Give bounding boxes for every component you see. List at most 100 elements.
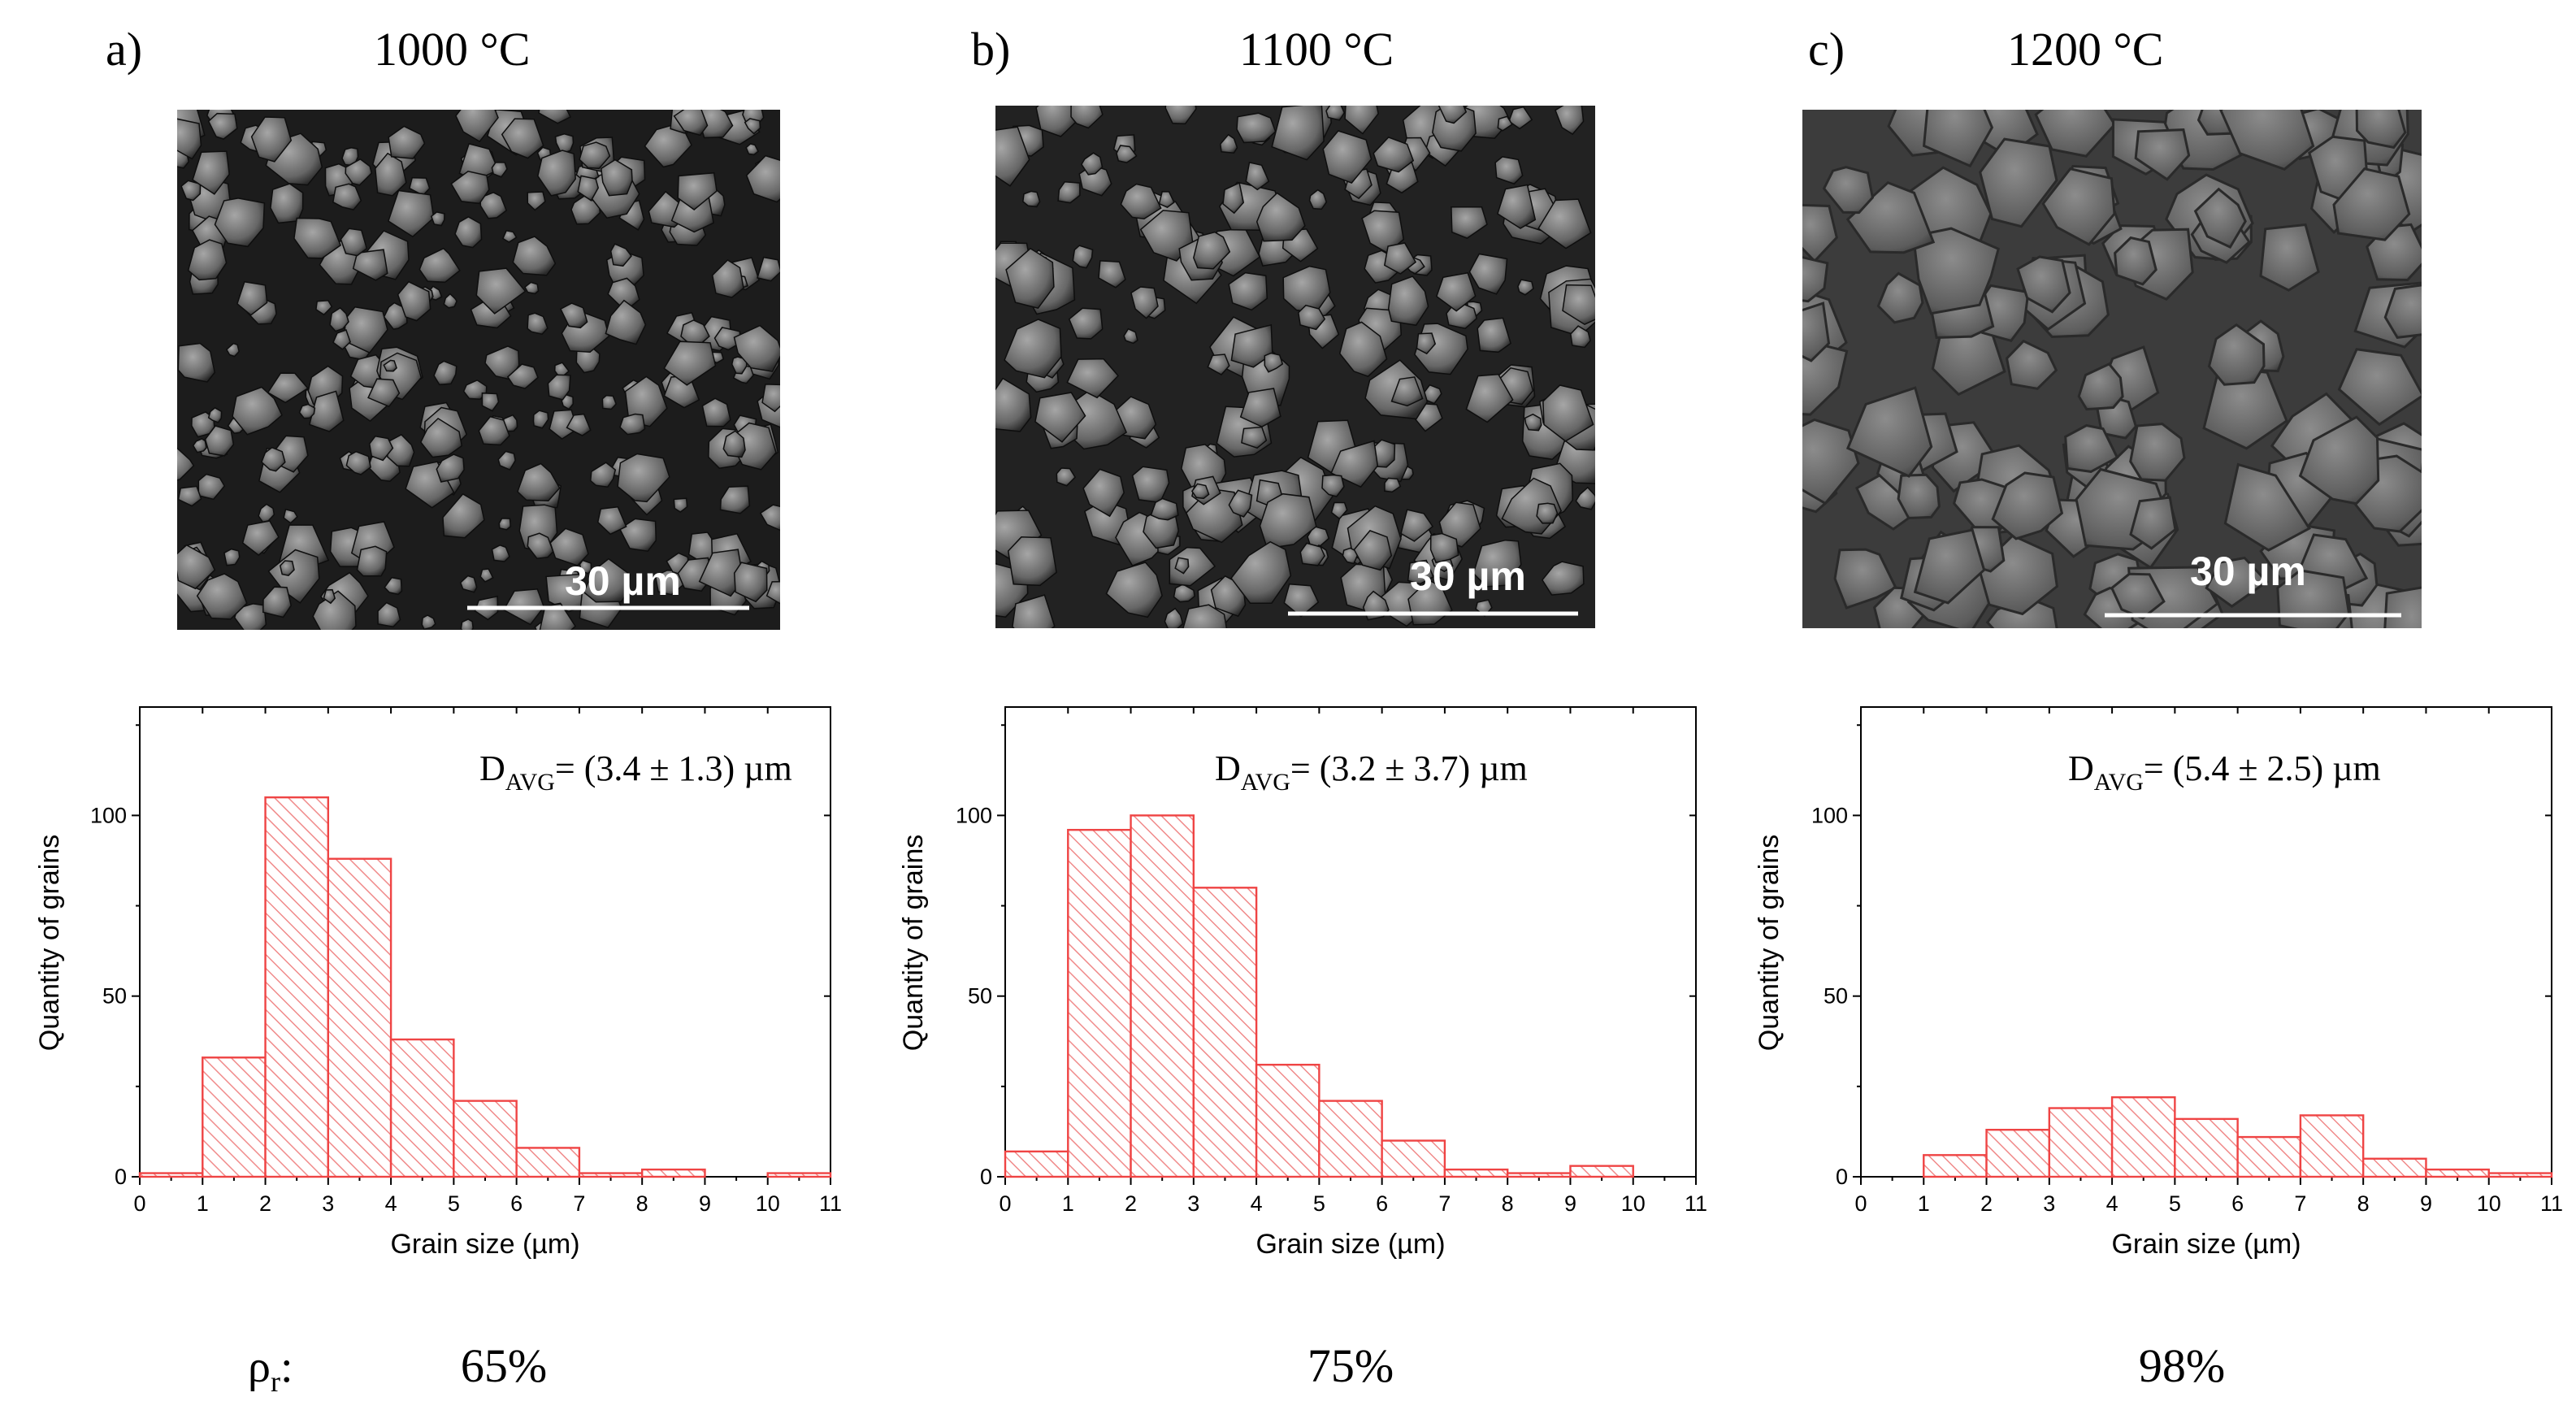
sem-grain: [2034, 110, 2117, 158]
panel-letter-a: a): [106, 23, 142, 76]
sem-grain: [2129, 423, 2186, 482]
sem-grain: [596, 505, 627, 536]
sem-grain: [1555, 106, 1585, 136]
sem-grain: [711, 259, 744, 298]
x-tick-label-a-8: 8: [636, 1191, 648, 1216]
bar-c-8: [2425, 1168, 2490, 1178]
sem-grain: [501, 229, 518, 243]
sem-grain: [673, 497, 688, 514]
sem-grain: [177, 485, 202, 507]
y-tick-label-a-2: 100: [90, 803, 127, 827]
y-tick-label-a-1: 50: [102, 984, 127, 1009]
bar-b-4: [1255, 1063, 1321, 1178]
sem-grain: [1438, 501, 1481, 548]
x-tick-label-b-11: 11: [1685, 1191, 1707, 1216]
bar-c-2: [2048, 1107, 2114, 1178]
sem-grain: [232, 386, 283, 436]
sem-grain: [1105, 562, 1163, 618]
sem-grain: [498, 518, 512, 531]
sem-grain: [1004, 319, 1062, 379]
sem-grain: [1537, 198, 1592, 249]
sem-grain: [436, 453, 465, 483]
sem-grain: [538, 110, 572, 124]
sem-grain: [1373, 137, 1415, 173]
x-tick-label-c-9: 9: [2420, 1191, 2432, 1216]
sem-grain: [241, 520, 280, 557]
sem-grain: [298, 403, 316, 419]
sem-grain: [1524, 413, 1542, 432]
sem-grain: [1325, 106, 1346, 121]
panel-letter-b: b): [971, 23, 1010, 76]
sem-grain: [1116, 145, 1138, 163]
sem-grain: [1228, 271, 1268, 311]
sem-grain: [1150, 497, 1179, 521]
sem-grain: [1802, 256, 1829, 303]
x-tick-label-c-11: 11: [2540, 1191, 2563, 1216]
sem-grain: [352, 249, 388, 281]
sem-grain: [722, 430, 746, 458]
sem-grain: [497, 450, 516, 471]
sem-grain: [2223, 462, 2311, 552]
sem-grain: [2337, 348, 2422, 427]
sem-grain: [1123, 328, 1138, 345]
y-tick-label-b-0: 0: [980, 1165, 992, 1189]
sem-grain: [340, 228, 368, 257]
sem-grain: [761, 384, 780, 413]
bar-c-0: [1923, 1154, 1988, 1178]
sem-grain: [261, 446, 286, 472]
x-tick-label-c-3: 3: [2043, 1191, 2055, 1216]
x-tick-label-b-7: 7: [1438, 1191, 1451, 1216]
sem-grain: [388, 125, 426, 159]
sem-grain: [207, 406, 223, 423]
sem-grain: [1321, 474, 1345, 497]
x-tick-label-b-3: 3: [1187, 1191, 1199, 1216]
sem-grain: [745, 143, 760, 156]
sem-grain: [995, 377, 1032, 432]
sem-grain: [1164, 607, 1184, 628]
sem-grain: [2005, 339, 2058, 390]
bar-b-0: [1004, 1150, 1069, 1178]
bar-b-1: [1067, 828, 1132, 1178]
sem-grain: [332, 329, 351, 350]
sem-grain: [262, 586, 293, 618]
x-tick-label-c-8: 8: [2357, 1191, 2370, 1216]
sem-grain: [2077, 362, 2124, 411]
sem-grain: [187, 239, 228, 281]
bar-c-5: [2236, 1135, 2302, 1178]
sem-grain: [177, 342, 216, 383]
x-tick-label-a-3: 3: [322, 1191, 334, 1216]
sem-grain: [1070, 106, 1104, 129]
sem-grain: [1407, 559, 1434, 585]
sem-grain: [1174, 557, 1190, 575]
y-axis-title-c: Quantity of grains: [1754, 835, 1785, 1051]
sem-grain: [1390, 376, 1424, 407]
sem-grain: [545, 574, 593, 613]
bars-a: [138, 796, 832, 1178]
sem-grain: [250, 116, 293, 163]
sem-grain: [1322, 130, 1373, 184]
sem-grain: [443, 293, 458, 309]
sem-grain: [1472, 539, 1522, 588]
sem-grain: [1451, 206, 1488, 239]
sem-grain: [1012, 594, 1056, 628]
sem-grain: [214, 197, 266, 248]
x-tick-label-b-1: 1: [1062, 1191, 1074, 1216]
sem-grain: [2064, 423, 2119, 473]
sem-grain: [1164, 106, 1197, 125]
sem-grain: [1022, 190, 1041, 208]
sem-grain: [383, 359, 397, 372]
sem-grain: [2114, 236, 2158, 286]
panel-letter-c: c): [1808, 23, 1845, 76]
sem-grain: [204, 425, 235, 457]
sem-grain: [177, 544, 216, 590]
sem-grain: [1911, 227, 2000, 315]
sem-grain: [1066, 358, 1120, 399]
sem-grain: [375, 152, 407, 197]
y-axis-title-a: Quantity of grains: [34, 835, 65, 1051]
sem-grain: [1497, 115, 1513, 132]
sem-grain: [312, 590, 357, 630]
sem-grain: [1400, 509, 1434, 542]
sem-grain: [223, 548, 241, 566]
y-tick-label-a-0: 0: [115, 1165, 127, 1189]
x-tick-label-a-2: 2: [259, 1191, 271, 1216]
